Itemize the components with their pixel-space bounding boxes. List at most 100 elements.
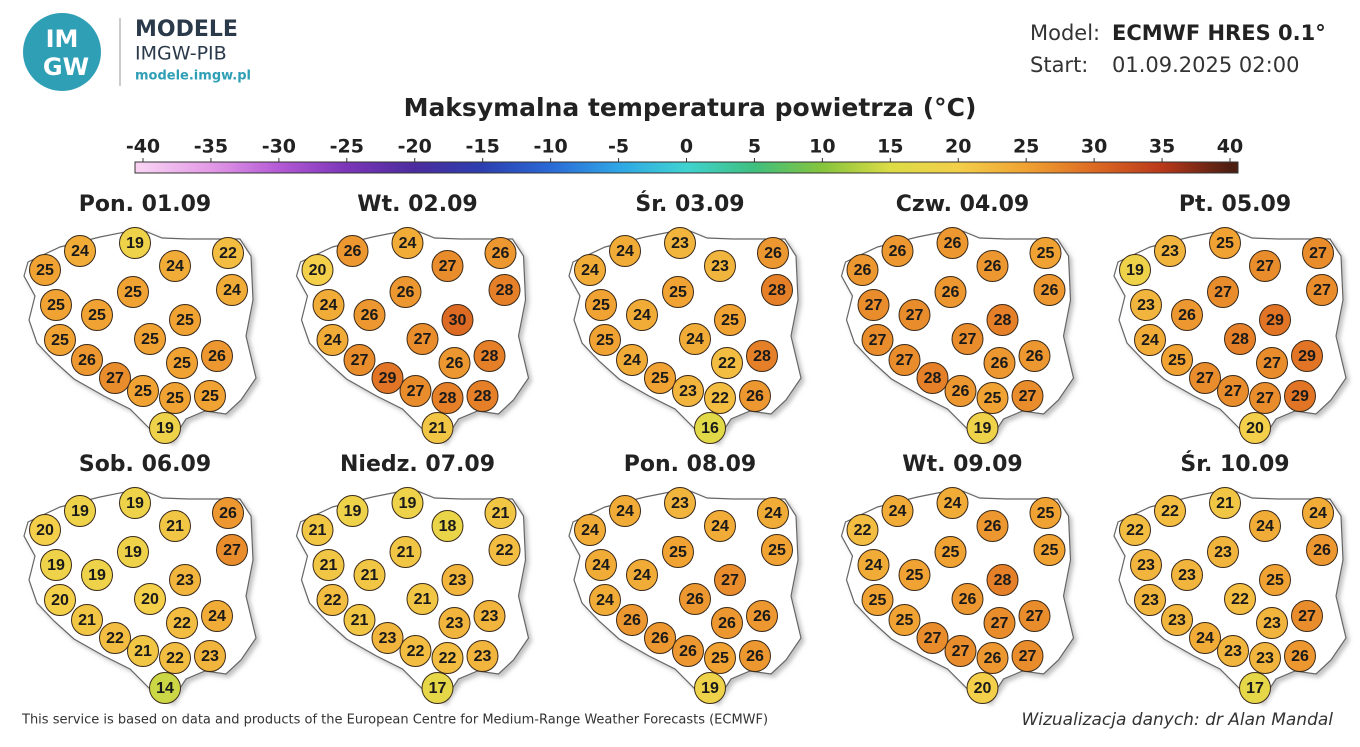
logo-circle — [23, 13, 101, 91]
station-marker — [1189, 622, 1221, 654]
station-marker — [353, 299, 386, 331]
station-marker — [934, 536, 967, 568]
station-marker — [71, 604, 103, 636]
station-marker — [1161, 344, 1193, 376]
station-marker — [166, 607, 198, 639]
station-marker — [1209, 487, 1241, 519]
station-marker — [983, 347, 1016, 379]
station-marker — [644, 362, 676, 394]
station-value: 27 — [721, 572, 739, 589]
station-value: 21 — [361, 567, 379, 584]
station-marker — [616, 344, 648, 376]
station-marker — [585, 289, 617, 321]
station-marker — [644, 622, 676, 654]
station-value: 27 — [1256, 390, 1274, 407]
panel-title: Pon. 01.09 — [79, 192, 212, 217]
station-marker — [672, 635, 704, 667]
station-marker — [29, 514, 61, 546]
station-value: 24 — [1141, 332, 1159, 349]
panel-title: Niedz. 07.09 — [340, 452, 495, 477]
station-marker — [714, 564, 746, 596]
station-marker — [406, 583, 439, 615]
station-value: 19 — [124, 544, 142, 561]
station-marker — [484, 237, 517, 269]
station-marker — [944, 375, 977, 407]
station-value: 25 — [47, 297, 65, 314]
station-value: 26 — [984, 258, 1002, 275]
station-marker — [936, 227, 969, 259]
station-value: 24 — [1256, 518, 1274, 535]
station-value: 26 — [854, 262, 872, 279]
station-value: 28 — [481, 348, 499, 365]
station-marker — [1189, 362, 1221, 394]
station-value: 26 — [1041, 282, 1059, 299]
station-marker — [44, 324, 76, 356]
station-marker — [714, 304, 746, 336]
map-panel: Wt. 09.09 22 24 24 26 25 25 24 25 25 28 25 26 27 27 25 2… — [840, 452, 1075, 704]
station-value: 24 — [581, 522, 599, 539]
station-marker — [1284, 380, 1316, 412]
station-value: 25 — [141, 331, 159, 348]
station-value: 22 — [324, 592, 342, 609]
station-marker — [976, 250, 1009, 282]
station-marker — [353, 559, 386, 591]
station-value: 29 — [1291, 388, 1309, 405]
station-value: 25 — [651, 370, 669, 387]
station-marker — [757, 497, 789, 529]
station-marker — [898, 559, 931, 591]
station-value: 26 — [959, 591, 977, 608]
station-value: 19 — [126, 235, 144, 252]
station-value: 25 — [711, 650, 729, 667]
station-marker — [301, 514, 334, 546]
station-value: 23 — [379, 630, 397, 647]
station-marker — [117, 276, 149, 308]
station-value: 26 — [746, 388, 764, 405]
station-marker — [694, 672, 726, 704]
model: ECMWF HRES 0.1° — [1112, 21, 1326, 45]
station-value: 22 — [718, 355, 736, 372]
model-label: Model: — [1030, 21, 1100, 45]
station-value: 27 — [924, 630, 942, 647]
map-panel: Pon. 01.09 25 24 19 24 22 24 25 25 25 25 25 25 26 25 26… — [23, 192, 257, 444]
colorbar-tick-label: 30 — [1081, 136, 1107, 158]
station-marker — [711, 347, 743, 379]
station-value: 23 — [474, 648, 492, 665]
station-marker — [1161, 604, 1193, 636]
station-marker — [127, 375, 159, 407]
station-marker — [117, 536, 149, 568]
station-value: 26 — [397, 284, 415, 301]
station-value: 28 — [439, 390, 457, 407]
station-value: 27 — [1263, 355, 1281, 372]
url: modele.imgw.pl — [135, 69, 251, 84]
station-value: 24 — [616, 503, 634, 520]
station-marker — [1249, 250, 1281, 282]
brand: MODELE — [135, 17, 238, 42]
station-marker — [1259, 564, 1291, 596]
station-value: 26 — [889, 243, 907, 260]
station-marker — [1217, 635, 1249, 667]
panel-title: Śr. 03.09 — [635, 191, 744, 217]
station-marker — [431, 250, 464, 282]
station-value: 24 — [71, 243, 89, 260]
station-value: 26 — [679, 643, 697, 660]
station-value: 21 — [429, 420, 447, 437]
station-marker — [399, 635, 432, 667]
station-value: 28 — [768, 282, 786, 299]
station-value: 26 — [718, 615, 736, 632]
station-value: 17 — [1246, 680, 1264, 697]
station-marker — [201, 600, 233, 632]
station-marker — [1154, 235, 1186, 267]
station-value: 27 — [351, 352, 369, 369]
station-value: 26 — [991, 355, 1009, 372]
station-marker — [336, 235, 369, 267]
station-marker — [1018, 340, 1051, 372]
station-value: 26 — [984, 518, 1002, 535]
station-value: 19 — [399, 495, 417, 512]
station-value: 26 — [208, 348, 226, 365]
station-value: 27 — [106, 370, 124, 387]
station-marker — [1119, 254, 1151, 286]
colorbar-tick-label: -15 — [466, 136, 500, 158]
footer-left: This service is based on data and produc… — [21, 713, 768, 728]
station-marker — [40, 549, 72, 581]
